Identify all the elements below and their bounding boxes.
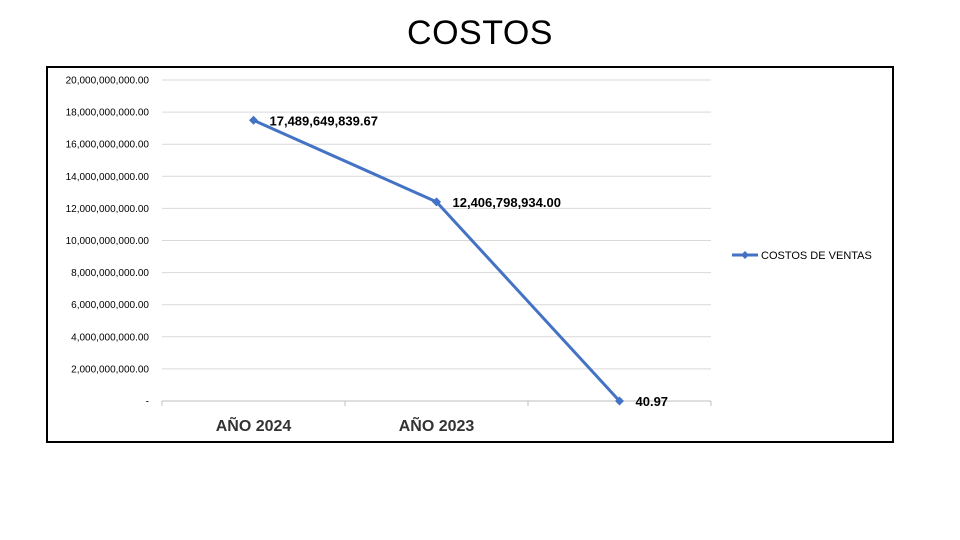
legend-marker [741, 251, 749, 259]
y-tick-label: 12,000,000,000.00 [66, 204, 150, 215]
slide-title: COSTOS [407, 14, 553, 52]
y-tick-label: 18,000,000,000.00 [66, 108, 150, 119]
y-tick-label: 10,000,000,000.00 [66, 236, 150, 247]
data-label: 40.97 [636, 394, 669, 409]
x-category-label: AÑO 2023 [399, 415, 475, 435]
y-tick-label: 14,000,000,000.00 [66, 172, 150, 183]
y-tick-label: 8,000,000,000.00 [71, 268, 149, 279]
data-label: 17,489,649,839.67 [270, 113, 378, 128]
data-point [615, 396, 624, 406]
y-tick-label: 6,000,000,000.00 [71, 300, 149, 311]
x-category-label: AÑO 2024 [216, 415, 292, 435]
series-line [252, 118, 621, 403]
y-tick-label: 16,000,000,000.00 [66, 140, 150, 151]
data-point [249, 115, 258, 125]
y-tick-label: 4,000,000,000.00 [71, 332, 149, 343]
y-tick-label: 2,000,000,000.00 [71, 364, 149, 375]
data-label: 12,406,798,934.00 [453, 195, 561, 210]
y-tick-label: 20,000,000,000.00 [66, 76, 150, 87]
data-point [432, 197, 441, 207]
legend-label: COSTOS DE VENTAS [761, 250, 872, 262]
y-tick-label: - [146, 397, 149, 408]
